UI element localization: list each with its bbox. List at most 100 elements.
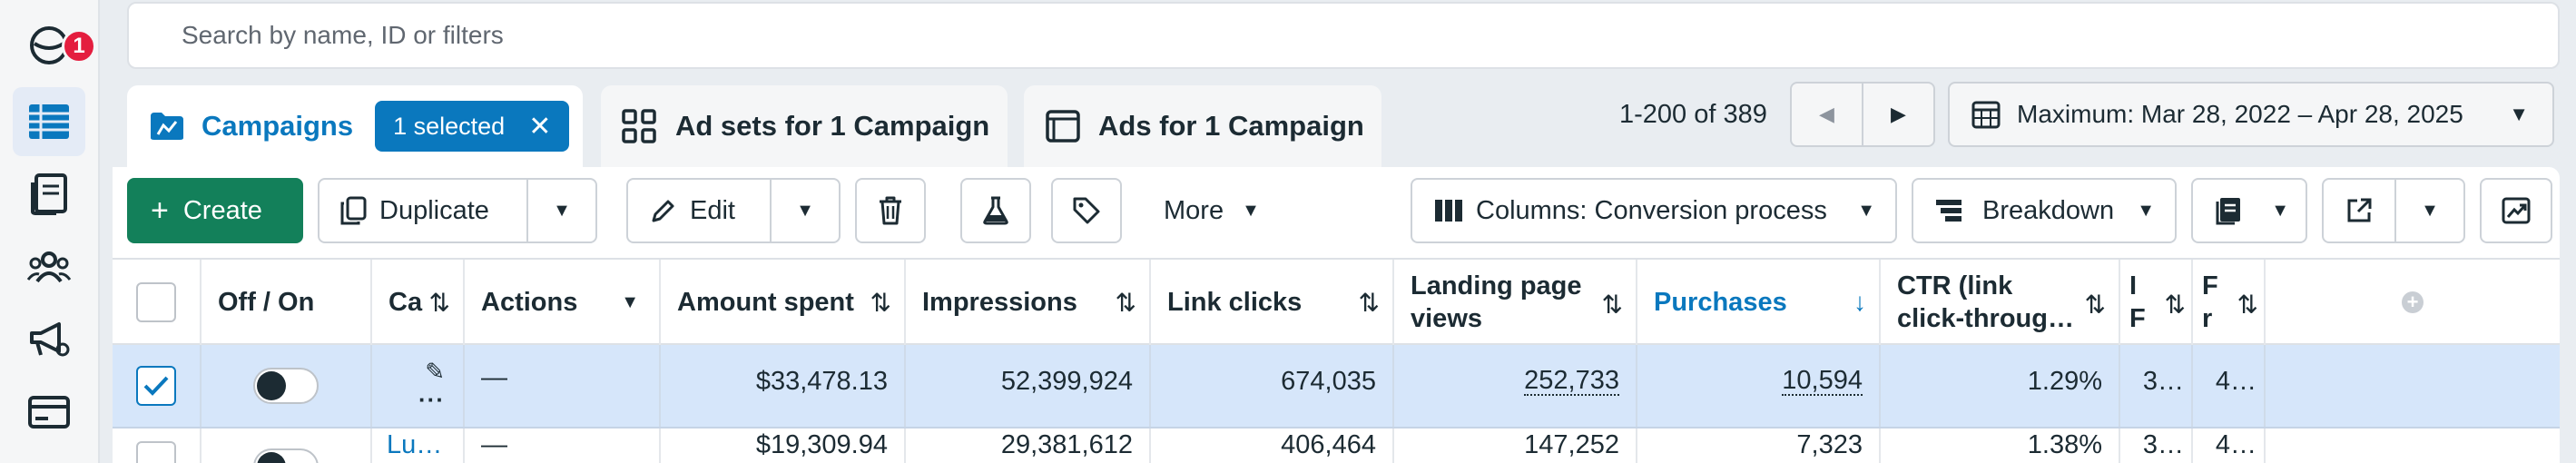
export-menu-button[interactable]: ▼: [2396, 201, 2463, 222]
ctr-value: 1.29%: [2027, 367, 2102, 396]
export-button[interactable]: [2324, 197, 2394, 224]
header-ctr[interactable]: CTR (link click-throug… ⇅: [1881, 260, 2120, 345]
header-amount-spent[interactable]: Amount spent ⇅: [661, 260, 906, 345]
truncated-column-2-value: 4…: [2215, 367, 2256, 396]
purchases-value[interactable]: 7,323: [1796, 430, 1863, 459]
chevron-down-icon: ▼: [553, 200, 571, 221]
campaign-toggle[interactable]: [253, 368, 319, 404]
columns-button[interactable]: Columns: Conversion process ▼: [1411, 178, 1897, 243]
tab-ad-sets[interactable]: Ad sets for 1 Campaign: [601, 85, 1008, 167]
link-clicks-value: 674,035: [1281, 367, 1376, 396]
duplicate-button-group: Duplicate ▼: [318, 178, 597, 243]
create-button[interactable]: + Create: [127, 178, 303, 243]
ab-test-button[interactable]: [960, 178, 1031, 243]
campaigns-table: Off / On Ca ⇅ Actions ▼ Amount spent ⇅ I…: [113, 258, 2560, 463]
duplicate-menu-button[interactable]: ▼: [528, 201, 595, 222]
chevron-down-icon: ▼: [2421, 200, 2439, 221]
header-purchases[interactable]: Purchases ↓: [1637, 260, 1881, 345]
campaign-name-cell[interactable]: Lu…: [372, 429, 465, 463]
clear-selection-icon[interactable]: ✕: [528, 111, 552, 142]
header-truncated-column-1[interactable]: I F ⇅: [2120, 260, 2193, 345]
reports-nav-button[interactable]: [13, 160, 85, 229]
header-truncated-column-1-label-line2: F: [2129, 304, 2146, 333]
chevron-down-icon: ▼: [621, 291, 639, 312]
reports-icon: [31, 173, 67, 215]
select-all-checkbox[interactable]: [136, 282, 176, 322]
landing-page-views-value[interactable]: 147,252: [1524, 430, 1619, 459]
reports-button[interactable]: ▼: [2191, 178, 2307, 243]
campaigns-nav-button[interactable]: [13, 87, 85, 156]
table-row[interactable]: ✎ ··· — $33,478.13 52,399,924 674,035 25…: [113, 345, 2560, 429]
divider: [770, 180, 772, 241]
chevron-down-icon: ▼: [2509, 103, 2529, 125]
edit-button[interactable]: Edit: [628, 196, 770, 226]
toggle-cell: [202, 345, 372, 427]
header-truncated-column-2[interactable]: F r ⇅: [2193, 260, 2266, 345]
row-select-cell: [113, 429, 202, 463]
header-landing-page-views[interactable]: Landing page views ⇅: [1394, 260, 1637, 345]
billing-nav-button[interactable]: [13, 378, 85, 447]
impressions-value: 29,381,612: [1000, 430, 1133, 459]
amount-spent-cell: $19,309.94: [661, 429, 906, 463]
header-campaign[interactable]: Ca ⇅: [372, 260, 465, 345]
create-label: Create: [182, 195, 262, 225]
trend-chart-icon: [2502, 197, 2531, 224]
header-truncated-column-2-label: F: [2202, 271, 2218, 300]
date-range-label: Maximum: Mar 28, 2022 – Apr 28, 2025: [2017, 100, 2463, 128]
advertising-nav-button[interactable]: [13, 305, 85, 374]
flask-icon: [983, 196, 1008, 225]
link-clicks-cell: 674,035: [1151, 345, 1394, 427]
next-page-button[interactable]: ▶: [1863, 84, 1933, 145]
sort-icon: ⇅: [2084, 291, 2106, 319]
truncated-column-2-cell: 4…: [2193, 345, 2266, 427]
campaign-name-link[interactable]: Lu…: [387, 430, 443, 459]
delete-button[interactable]: [855, 178, 926, 243]
header-actions-label: Actions: [481, 287, 578, 317]
amount-spent-value: $19,309.94: [755, 430, 888, 459]
sort-icon: ⇅: [2164, 291, 2186, 319]
sort-icon: ⇅: [2237, 291, 2258, 319]
link-clicks-value: 406,464: [1281, 430, 1376, 459]
row-checkbox[interactable]: [136, 441, 176, 463]
header-impressions-label: Impressions: [922, 287, 1077, 317]
breakdown-button[interactable]: Breakdown ▼: [1912, 178, 2177, 243]
add-column-button[interactable]: +: [2266, 260, 2560, 345]
row-checkbox[interactable]: [136, 366, 176, 406]
ads-window-icon: [1046, 110, 1080, 143]
tag-button[interactable]: [1051, 178, 1122, 243]
landing-page-views-value[interactable]: 252,733: [1524, 366, 1619, 397]
more-options-icon[interactable]: ···: [418, 386, 445, 413]
header-landing-page-views-label-line2: views: [1411, 304, 1482, 333]
audiences-nav-button[interactable]: [13, 232, 85, 301]
actions-cell: —: [465, 429, 661, 463]
search-input[interactable]: Search by name, ID or filters: [127, 2, 2560, 69]
sort-descending-icon: ↓: [1853, 288, 1866, 316]
header-truncated-column-2-label-line2: r: [2202, 304, 2213, 333]
date-range-picker[interactable]: Maximum: Mar 28, 2022 – Apr 28, 2025 ▼: [1948, 82, 2554, 147]
view-charts-button[interactable]: [2480, 178, 2552, 243]
duplicate-button[interactable]: Duplicate: [320, 196, 526, 226]
header-link-clicks[interactable]: Link clicks ⇅: [1151, 260, 1394, 345]
tab-ad-sets-label: Ad sets for 1 Campaign: [675, 110, 990, 142]
header-actions[interactable]: Actions ▼: [465, 260, 661, 345]
account-overview-button[interactable]: 1: [13, 11, 96, 80]
edit-menu-button[interactable]: ▼: [772, 201, 839, 222]
pagination-range: 1-200 of 389: [1619, 100, 1767, 129]
left-nav-rail: 1: [0, 0, 100, 463]
previous-page-button[interactable]: ◀: [1792, 84, 1863, 145]
purchases-value[interactable]: 10,594: [1782, 366, 1863, 397]
more-button[interactable]: More ▼: [1138, 178, 1283, 243]
toggle-knob: [257, 371, 286, 400]
edit-name-pencil-icon[interactable]: ✎: [425, 358, 445, 385]
header-off-on[interactable]: Off / On: [202, 260, 372, 345]
campaign-name-cell[interactable]: ✎ ···: [372, 345, 465, 427]
truncated-column-1-value: 3…: [2142, 367, 2184, 396]
ctr-cell: 1.38%: [1881, 429, 2120, 463]
tab-ads[interactable]: Ads for 1 Campaign: [1024, 85, 1381, 167]
table-row[interactable]: Lu… — $19,309.94 29,381,612 406,464 147,…: [113, 429, 2560, 463]
tab-campaigns[interactable]: Campaigns 1 selected ✕: [127, 85, 583, 167]
campaign-toggle[interactable]: [253, 448, 319, 463]
triangle-left-icon: ◀: [1819, 103, 1834, 125]
purchases-cell: 7,323: [1637, 429, 1881, 463]
header-impressions[interactable]: Impressions ⇅: [906, 260, 1151, 345]
